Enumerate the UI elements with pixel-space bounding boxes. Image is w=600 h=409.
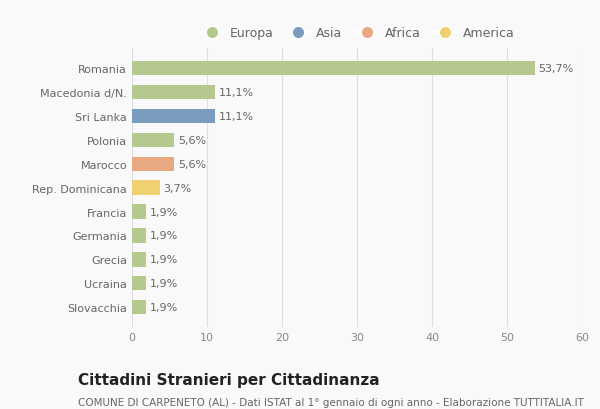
- Text: 1,9%: 1,9%: [150, 207, 178, 217]
- Bar: [132, 205, 146, 219]
- Bar: [132, 62, 535, 76]
- Text: 1,9%: 1,9%: [150, 255, 178, 265]
- Text: 1,9%: 1,9%: [150, 279, 178, 288]
- Text: 5,6%: 5,6%: [178, 159, 206, 169]
- Text: 5,6%: 5,6%: [178, 135, 206, 146]
- Bar: [132, 229, 146, 243]
- Bar: [132, 181, 160, 195]
- Bar: [132, 157, 174, 171]
- Bar: [132, 252, 146, 267]
- Bar: [132, 133, 174, 148]
- Text: COMUNE DI CARPENETO (AL) - Dati ISTAT al 1° gennaio di ogni anno - Elaborazione : COMUNE DI CARPENETO (AL) - Dati ISTAT al…: [78, 397, 584, 407]
- Text: Cittadini Stranieri per Cittadinanza: Cittadini Stranieri per Cittadinanza: [78, 372, 380, 387]
- Legend: Europa, Asia, Africa, America: Europa, Asia, Africa, America: [194, 22, 520, 45]
- Text: 53,7%: 53,7%: [539, 64, 574, 74]
- Text: 1,9%: 1,9%: [150, 302, 178, 312]
- Text: 3,7%: 3,7%: [163, 183, 192, 193]
- Text: 11,1%: 11,1%: [219, 88, 254, 98]
- Bar: [132, 300, 146, 315]
- Text: 11,1%: 11,1%: [219, 112, 254, 121]
- Bar: [132, 110, 215, 124]
- Text: 1,9%: 1,9%: [150, 231, 178, 241]
- Bar: [132, 276, 146, 291]
- Bar: [132, 85, 215, 100]
